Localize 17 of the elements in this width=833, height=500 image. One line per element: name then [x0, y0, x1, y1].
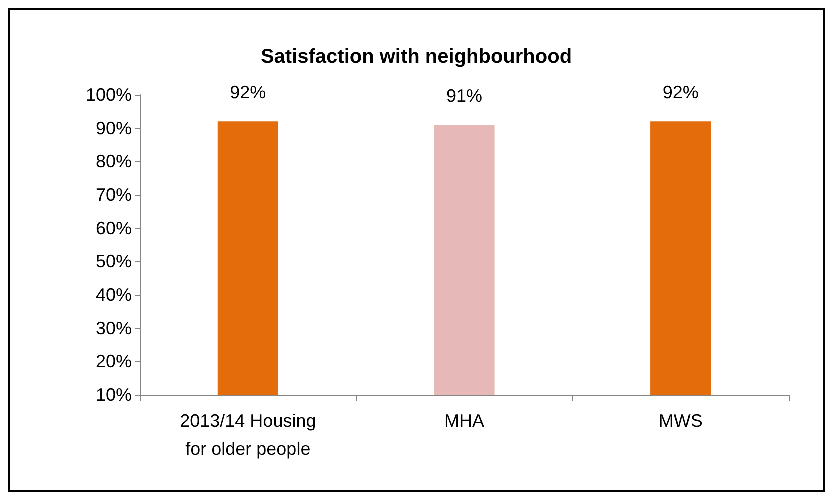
y-tick-label: 40%	[96, 285, 132, 305]
y-tick-label: 80%	[96, 152, 132, 172]
data-label: 92%	[230, 82, 266, 103]
y-tick-label: 10%	[96, 385, 132, 405]
y-tick-label: 90%	[96, 118, 132, 138]
y-tick-label: 100%	[86, 85, 132, 105]
y-tick-label: 50%	[96, 252, 132, 272]
y-tick-label: 60%	[96, 218, 132, 238]
chart-title: Satisfaction with neighbourhood	[260, 46, 572, 68]
y-tick-label: 30%	[96, 318, 132, 338]
y-tick-label: 20%	[96, 352, 132, 372]
y-tick-label: 70%	[96, 185, 132, 205]
data-label: 92%	[662, 82, 699, 103]
x-tick-label: MHA	[444, 411, 484, 431]
data-label: 91%	[446, 86, 483, 106]
x-tick-label: 2013/14 Housing for older people	[180, 411, 316, 459]
x-tick-label: MWS	[658, 411, 703, 431]
